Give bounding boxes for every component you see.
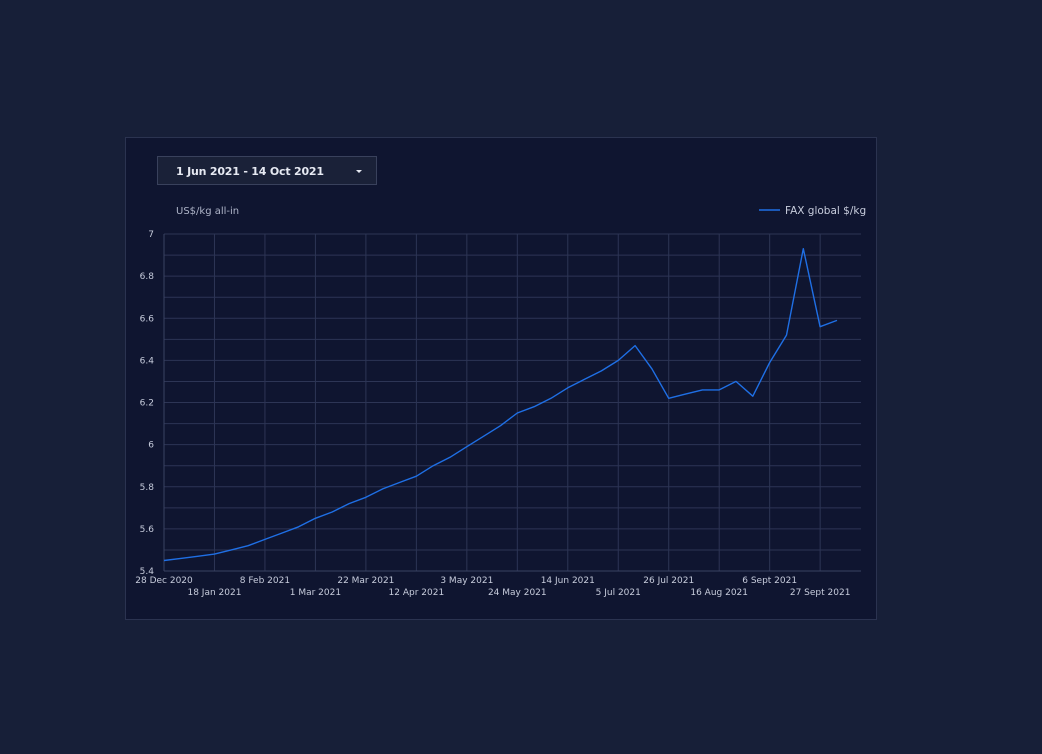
x-tick-label: 22 Mar 2021 — [337, 576, 394, 586]
y-tick-label: 6.4 — [140, 356, 155, 366]
x-tick-label: 18 Jan 2021 — [187, 588, 241, 598]
chart-grid — [163, 233, 861, 572]
x-tick-label: 27 Sept 2021 — [790, 588, 851, 598]
y-tick-label: 5.4 — [140, 567, 155, 577]
x-tick-label: 5 Jul 2021 — [596, 588, 641, 598]
y-tick-label: 6.6 — [140, 314, 155, 324]
x-tick-label: 1 Mar 2021 — [290, 588, 341, 598]
y-tick-label: 5.6 — [140, 525, 155, 535]
y-tick-label: 6 — [148, 441, 154, 451]
legend[interactable]: FAX global $/kg — [759, 205, 866, 217]
chart-card: 1 Jun 2021 - 14 Oct 2021 US$/kg all-in F… — [125, 137, 877, 620]
y-axis-label: US$/kg all-in — [176, 206, 239, 217]
x-axis-ticks: 28 Dec 2020 8 Feb 2021 22 Mar 2021 3 May 20… — [135, 576, 850, 598]
y-tick-label: 7 — [148, 230, 154, 240]
date-range-dropdown[interactable]: 1 Jun 2021 - 14 Oct 2021 — [157, 156, 377, 185]
x-tick-label: 28 Dec 2020 — [135, 576, 193, 586]
x-tick-label: 6 Sept 2021 — [742, 576, 797, 586]
x-tick-label: 24 May 2021 — [488, 588, 547, 598]
x-tick-label: 14 Jun 2021 — [541, 576, 595, 586]
caret-down-icon — [356, 170, 362, 173]
y-tick-label: 5.8 — [140, 483, 155, 493]
line-chart: US$/kg all-in FAX global $/kg 5.4 5.6 5.8 6… — [135, 205, 866, 598]
x-tick-label: 3 May 2021 — [440, 576, 493, 586]
x-tick-label: 16 Aug 2021 — [690, 588, 748, 598]
y-tick-label: 6.2 — [140, 399, 154, 409]
series-layer — [163, 247, 838, 562]
series-line — [163, 247, 838, 562]
x-tick-label: 26 Jul 2021 — [643, 576, 694, 586]
legend-label: FAX global $/kg — [785, 205, 866, 217]
y-tick-label: 6.8 — [140, 272, 155, 282]
date-range-label: 1 Jun 2021 - 14 Oct 2021 — [176, 165, 324, 178]
x-tick-label: 8 Feb 2021 — [240, 576, 290, 586]
y-axis-ticks: 5.4 5.6 5.8 6 6.2 6.4 6.6 6.8 7 — [140, 230, 155, 577]
x-tick-label: 12 Apr 2021 — [389, 588, 445, 598]
